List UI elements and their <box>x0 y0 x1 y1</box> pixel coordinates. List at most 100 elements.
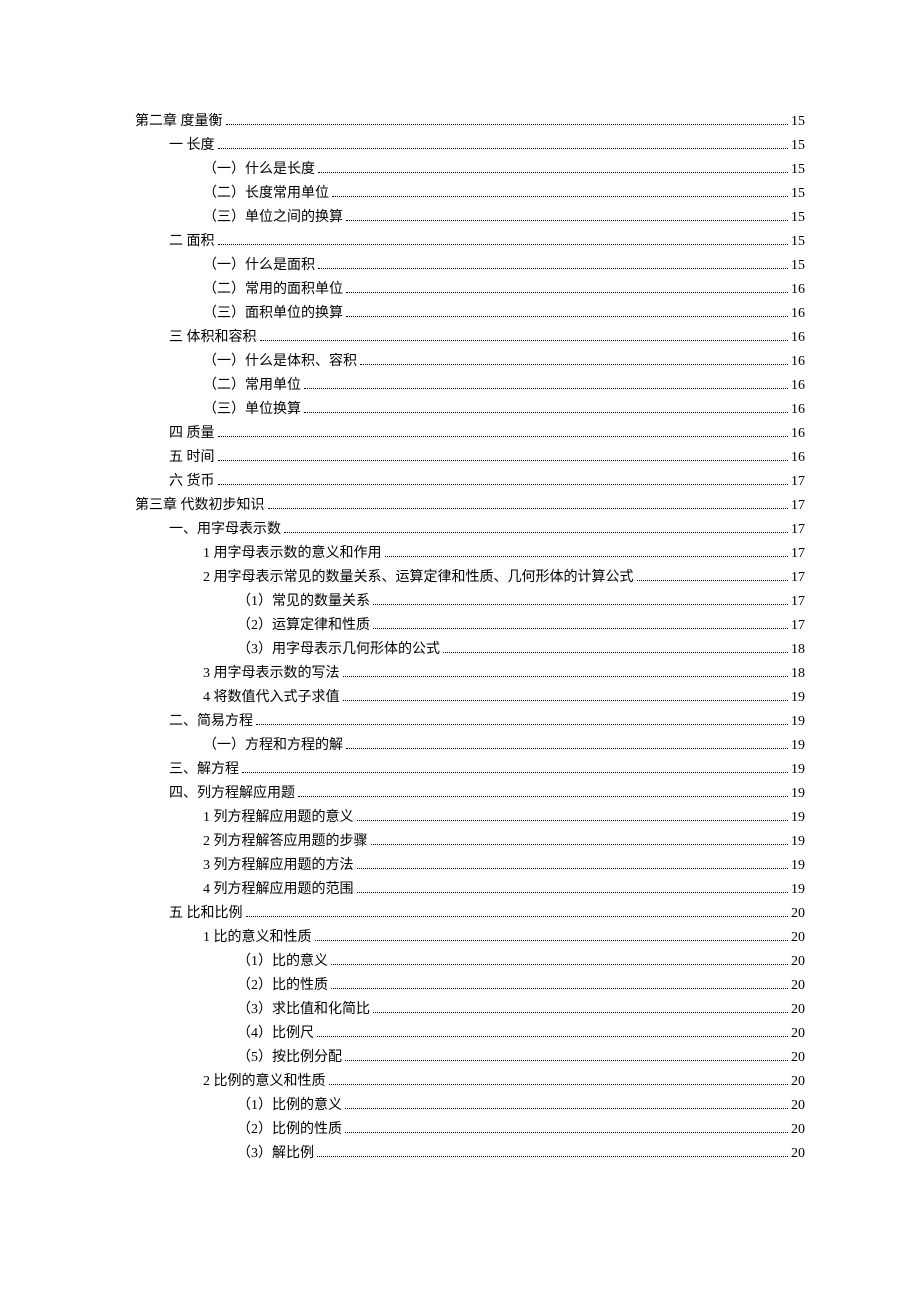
toc-entry[interactable]: （3）用字母表示几何形体的公式18 <box>135 638 805 662</box>
toc-entry-title: 五 比和比例 <box>169 902 243 926</box>
toc-entry[interactable]: 一 长度15 <box>135 134 805 158</box>
toc-entry[interactable]: （二）常用的面积单位16 <box>135 278 805 302</box>
toc-entry-title: 三、解方程 <box>169 758 239 782</box>
toc-entry[interactable]: （一）什么是长度15 <box>135 158 805 182</box>
toc-entry-page: 19 <box>791 758 805 782</box>
toc-entry[interactable]: （二）常用单位16 <box>135 374 805 398</box>
toc-leader-dots <box>218 436 789 437</box>
toc-leader-dots <box>371 844 789 845</box>
toc-leader-dots <box>317 1156 788 1157</box>
toc-entry[interactable]: 4 列方程解应用题的范围 19 <box>135 878 805 902</box>
toc-entry[interactable]: 六 货币17 <box>135 470 805 494</box>
toc-entry-title: 四 质量 <box>169 422 215 446</box>
toc-entry-title: 四、列方程解应用题 <box>169 782 295 806</box>
toc-entry-page: 20 <box>791 1142 805 1166</box>
toc-entry[interactable]: （一）什么是体积、容积16 <box>135 350 805 374</box>
toc-entry-title: （1）常见的数量关系 <box>237 590 370 614</box>
toc-leader-dots <box>357 868 789 869</box>
toc-entry[interactable]: 1 列方程解应用题的意义19 <box>135 806 805 830</box>
toc-entry[interactable]: （三）面积单位的换算16 <box>135 302 805 326</box>
toc-entry[interactable]: 第三章 代数初步知识17 <box>135 494 805 518</box>
toc-entry[interactable]: （三）单位换算16 <box>135 398 805 422</box>
toc-entry[interactable]: 2 比例的意义和性质20 <box>135 1070 805 1094</box>
toc-leader-dots <box>637 580 789 581</box>
toc-leader-dots <box>373 628 788 629</box>
toc-entry-page: 19 <box>791 710 805 734</box>
toc-entry[interactable]: 第二章 度量衡15 <box>135 110 805 134</box>
toc-leader-dots <box>345 1132 788 1133</box>
toc-entry[interactable]: 2 列方程解答应用题的步骤19 <box>135 830 805 854</box>
toc-entry[interactable]: （二）长度常用单位 15 <box>135 182 805 206</box>
toc-entry-page: 17 <box>791 590 805 614</box>
toc-entry[interactable]: 四 质量16 <box>135 422 805 446</box>
toc-entry[interactable]: 五 时间16 <box>135 446 805 470</box>
toc-leader-dots <box>385 556 789 557</box>
toc-leader-dots <box>346 220 788 221</box>
toc-entry-page: 15 <box>791 182 805 206</box>
toc-entry[interactable]: 三 体积和容积16 <box>135 326 805 350</box>
table-of-contents: 第二章 度量衡15一 长度15（一）什么是长度15（二）长度常用单位15（三）单… <box>135 110 805 1166</box>
toc-entry-page: 15 <box>791 206 805 230</box>
toc-entry-page: 20 <box>791 998 805 1022</box>
toc-entry-title: 二 面积 <box>169 230 215 254</box>
toc-leader-dots <box>242 772 788 773</box>
toc-leader-dots <box>332 196 788 197</box>
toc-entry[interactable]: （一）什么是面积15 <box>135 254 805 278</box>
toc-leader-dots <box>284 532 788 533</box>
toc-entry-title: （二）常用的面积单位 <box>203 278 343 302</box>
toc-entry-page: 17 <box>791 494 805 518</box>
toc-entry-title: 一 长度 <box>169 134 215 158</box>
toc-entry-title: 三 体积和容积 <box>169 326 257 350</box>
toc-entry-title: （一）方程和方程的解 <box>203 734 343 758</box>
toc-entry[interactable]: （2）比的性质20 <box>135 974 805 998</box>
toc-entry-title: 2 用字母表示常见的数量关系、运算定律和性质、几何形体的计算公式 <box>203 566 634 590</box>
toc-entry-title: 4 列方程解应用题的范围 <box>203 878 354 902</box>
toc-entry-page: 19 <box>791 854 805 878</box>
toc-entry[interactable]: （4）比例尺20 <box>135 1022 805 1046</box>
toc-entry-title: （2）比例的性质 <box>237 1118 342 1142</box>
toc-entry[interactable]: （5）按比例分配20 <box>135 1046 805 1070</box>
toc-entry[interactable]: （2）运算定律和性质17 <box>135 614 805 638</box>
toc-leader-dots <box>260 340 789 341</box>
toc-entry[interactable]: 三、解方程 19 <box>135 758 805 782</box>
toc-entry[interactable]: 一、用字母表示数17 <box>135 518 805 542</box>
toc-entry-page: 16 <box>791 302 805 326</box>
toc-entry[interactable]: 2 用字母表示常见的数量关系、运算定律和性质、几何形体的计算公式17 <box>135 566 805 590</box>
toc-leader-dots <box>357 820 789 821</box>
toc-entry[interactable]: （1）比例的意义20 <box>135 1094 805 1118</box>
toc-leader-dots <box>345 1108 788 1109</box>
toc-entry[interactable]: 二 面积15 <box>135 230 805 254</box>
toc-entry-page: 19 <box>791 878 805 902</box>
toc-entry[interactable]: 1 用字母表示数的意义和作用17 <box>135 542 805 566</box>
toc-entry[interactable]: 二、简易方程19 <box>135 710 805 734</box>
toc-entry-title: （2）比的性质 <box>237 974 328 998</box>
toc-entry[interactable]: 五 比和比例20 <box>135 902 805 926</box>
toc-entry[interactable]: （三）单位之间的换算15 <box>135 206 805 230</box>
toc-entry[interactable]: （3）求比值和化简比20 <box>135 998 805 1022</box>
toc-leader-dots <box>246 916 789 917</box>
toc-entry-title: 4 将数值代入式子求值 <box>203 686 340 710</box>
toc-leader-dots <box>268 508 789 509</box>
toc-leader-dots <box>373 604 788 605</box>
toc-entry-title: 1 列方程解应用题的意义 <box>203 806 354 830</box>
toc-entry[interactable]: （一）方程和方程的解19 <box>135 734 805 758</box>
toc-entry-title: （1）比例的意义 <box>237 1094 342 1118</box>
toc-entry-title: （1）比的意义 <box>237 950 328 974</box>
toc-entry[interactable]: 3 用字母表示数的写法18 <box>135 662 805 686</box>
toc-entry[interactable]: （1）比的意义20 <box>135 950 805 974</box>
toc-entry[interactable]: （2）比例的性质20 <box>135 1118 805 1142</box>
toc-leader-dots <box>218 460 789 461</box>
toc-entry-title: （二）长度常用单位 <box>203 182 329 206</box>
toc-entry[interactable]: 4 将数值代入式子求值 19 <box>135 686 805 710</box>
toc-entry[interactable]: （3）解比例20 <box>135 1142 805 1166</box>
toc-entry-title: 五 时间 <box>169 446 215 470</box>
toc-entry[interactable]: （1）常见的数量关系 17 <box>135 590 805 614</box>
toc-entry-title: 第二章 度量衡 <box>135 110 223 134</box>
toc-entry-title: （5）按比例分配 <box>237 1046 342 1070</box>
toc-leader-dots <box>329 1084 789 1085</box>
toc-entry[interactable]: 3 列方程解应用题的方法19 <box>135 854 805 878</box>
toc-entry-page: 19 <box>791 686 805 710</box>
toc-entry[interactable]: 1 比的意义和性质20 <box>135 926 805 950</box>
toc-leader-dots <box>218 148 789 149</box>
toc-entry[interactable]: 四、列方程解应用题19 <box>135 782 805 806</box>
